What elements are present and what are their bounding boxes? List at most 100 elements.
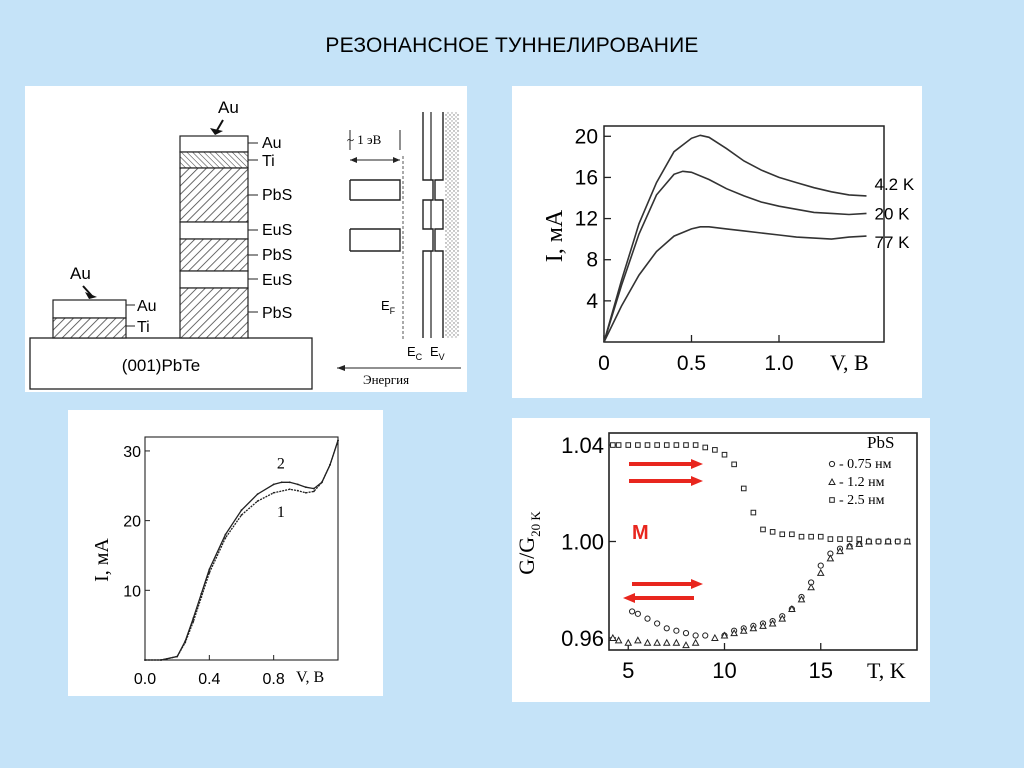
substrate-block: [29, 337, 313, 390]
data-point-square: [798, 533, 805, 540]
structure-diagram: (001)PbTe Au Au Ti Au Au Ti: [29, 98, 461, 390]
marker-label-m: M: [632, 522, 649, 544]
x-tick-label: 15: [809, 658, 833, 683]
series-label-2: 2: [277, 455, 285, 472]
data-point-square: [866, 538, 872, 545]
series-line: [603, 170, 867, 343]
data-point-square: [683, 442, 689, 448]
series-point: [337, 439, 339, 442]
iv-curves-panel: 0.0 0.4 0.8 10 20 30 V, B I, мА 2 1: [68, 410, 383, 696]
gap-label: ~ 1 эВ: [347, 132, 382, 147]
energy-axis-label: Энергия: [363, 372, 409, 387]
red-arrow-head-icon: [691, 579, 703, 589]
series-point: [240, 514, 243, 516]
data-point-triangle: [730, 629, 738, 637]
x-axis-label: V, B: [830, 350, 869, 375]
data-point-circle: [634, 610, 641, 617]
data-point-square: [635, 442, 641, 448]
data-point-triangle: [749, 624, 758, 632]
series-point: [304, 486, 307, 489]
y-tick-label: 30: [123, 444, 141, 461]
data-point-square: [837, 536, 843, 542]
legend-entry: - 1.2 нм: [839, 475, 885, 490]
data-point-square: [846, 536, 853, 542]
data-point-triangle: [662, 638, 671, 646]
iv-temperature-panel: 0 0.5 1.0 4 8 12 16 20 V, B I, мА 4.2 K 20 K 77 K: [512, 86, 922, 398]
energy-arrow-icon: [337, 365, 345, 371]
data-point-triangle: [797, 595, 806, 603]
series-line: [145, 440, 339, 661]
data-point-triangle: [653, 638, 661, 646]
data-point-square: [750, 509, 757, 516]
data-point-square: [808, 533, 814, 540]
data-point-square: [731, 461, 737, 468]
data-point-square: [885, 538, 891, 545]
data-point-triangle: [826, 554, 835, 562]
x-axis-label: V, B: [296, 669, 324, 686]
data-point-square: [663, 442, 670, 448]
series-point: [256, 500, 259, 503]
data-point-triangle: [634, 636, 642, 644]
data-point-square: [721, 451, 728, 458]
right-pbs-layer-1: [179, 167, 249, 223]
conductance-panel: 5 10 15 0.96 1.00 1.04 T, K G/G20 K PbS - 0.75 нм…: [512, 418, 930, 702]
y-tick-label: 8: [586, 249, 598, 272]
data-point-triangle: [836, 547, 844, 555]
series-point: [160, 659, 162, 661]
data-point-circle: [644, 615, 651, 622]
series-point: [329, 463, 331, 466]
data-point-square: [615, 442, 622, 448]
y-tick-label: 16: [575, 166, 598, 189]
data-point-square: [760, 526, 766, 533]
legend-entry: - 0.75 нм: [839, 457, 892, 472]
data-point-triangle: [682, 641, 690, 649]
valence-fill: [445, 112, 459, 338]
x-tick-label: 1.0: [764, 352, 793, 375]
left-top-label: Au: [70, 264, 91, 283]
legend-marker-square: [829, 497, 835, 503]
series-point: [144, 659, 146, 661]
data-point-square: [904, 538, 911, 545]
data-point-triangle: [845, 542, 854, 550]
x-tick-label: 0: [598, 352, 610, 375]
y-tick-label: 1.04: [561, 433, 604, 458]
series-point: [200, 592, 203, 595]
data-point-circle: [673, 627, 680, 634]
series-point: [192, 617, 195, 620]
right-au-layer: [179, 135, 249, 153]
data-point-triangle: [691, 638, 700, 646]
series-point: [288, 488, 291, 491]
ev-band-line: [434, 112, 444, 338]
data-point-triangle: [807, 583, 815, 591]
series-point: [304, 491, 307, 494]
data-point-triangle: [768, 619, 777, 627]
data-point-triangle: [788, 604, 796, 613]
gap-left-arrow-icon: [350, 157, 357, 163]
data-point-triangle: [609, 633, 617, 641]
data-point-square: [610, 442, 616, 448]
x-axis-label: T, K: [867, 658, 906, 683]
data-point-circle: [692, 632, 699, 639]
y-axis-label: I, мА: [542, 209, 568, 262]
right-eus-layer-2: [179, 270, 249, 289]
series-point: [312, 490, 315, 493]
series-point: [288, 481, 291, 484]
right-contact-line: [215, 119, 224, 133]
data-point-triangle: [720, 631, 729, 639]
y-axis-label: I, мА: [91, 538, 113, 582]
right-top-label: Au: [218, 98, 239, 117]
right-layer-label-pbs-1: PbS: [262, 187, 292, 204]
series-point: [240, 509, 243, 512]
right-layer-label-eus-2: EuS: [262, 272, 292, 289]
plot-frame: [144, 436, 339, 661]
data-point-triangle: [643, 638, 652, 646]
series-point: [296, 483, 299, 486]
barrier-lines: [350, 179, 401, 252]
gap-right-arrow-icon: [393, 157, 400, 163]
data-point-triangle: [855, 539, 864, 547]
y-tick-label: 20: [123, 514, 141, 531]
series-label: 20 K: [875, 204, 911, 223]
series-point: [224, 533, 227, 536]
x-tick-label: 5: [622, 658, 634, 683]
series-line: [145, 440, 339, 661]
